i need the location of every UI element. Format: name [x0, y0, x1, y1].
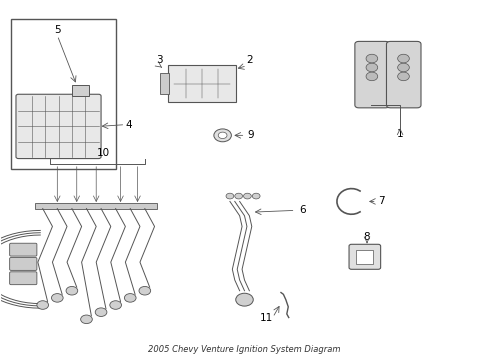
FancyBboxPatch shape [348, 244, 380, 269]
FancyBboxPatch shape [16, 94, 101, 158]
Text: 2005 Chevy Venture Ignition System Diagram: 2005 Chevy Venture Ignition System Diagr… [148, 345, 340, 354]
Text: 10: 10 [97, 148, 110, 158]
Bar [356, 249, 372, 264]
Circle shape [51, 294, 63, 302]
Circle shape [225, 193, 233, 199]
Circle shape [397, 63, 408, 72]
FancyBboxPatch shape [10, 272, 37, 285]
Text: 7: 7 [377, 197, 384, 206]
Circle shape [213, 129, 231, 142]
Bar [11, 19, 116, 169]
FancyBboxPatch shape [168, 65, 235, 102]
Circle shape [110, 301, 121, 309]
Text: 2: 2 [245, 55, 252, 65]
Text: 8: 8 [363, 232, 369, 242]
Circle shape [397, 54, 408, 63]
Text: 9: 9 [246, 130, 253, 140]
FancyBboxPatch shape [10, 257, 37, 270]
Circle shape [37, 301, 48, 309]
Text: 6: 6 [299, 205, 305, 215]
Bar [72, 85, 89, 96]
Circle shape [235, 293, 253, 306]
Circle shape [397, 72, 408, 81]
Circle shape [139, 287, 150, 295]
Circle shape [95, 308, 107, 316]
Circle shape [66, 287, 78, 295]
Circle shape [243, 193, 251, 199]
Text: 5: 5 [54, 25, 61, 35]
Circle shape [81, 315, 92, 324]
Text: 4: 4 [125, 120, 132, 130]
Circle shape [234, 193, 242, 199]
Bar [35, 203, 157, 208]
Text: 3: 3 [156, 55, 163, 65]
Circle shape [366, 63, 377, 72]
Circle shape [218, 132, 226, 139]
Text: 11: 11 [259, 312, 272, 323]
Text: 1: 1 [396, 129, 403, 139]
Circle shape [252, 193, 260, 199]
Circle shape [366, 72, 377, 81]
FancyBboxPatch shape [354, 41, 388, 108]
FancyBboxPatch shape [386, 41, 420, 108]
FancyBboxPatch shape [10, 243, 37, 256]
Circle shape [124, 294, 136, 302]
Bar [160, 73, 169, 94]
Circle shape [366, 54, 377, 63]
